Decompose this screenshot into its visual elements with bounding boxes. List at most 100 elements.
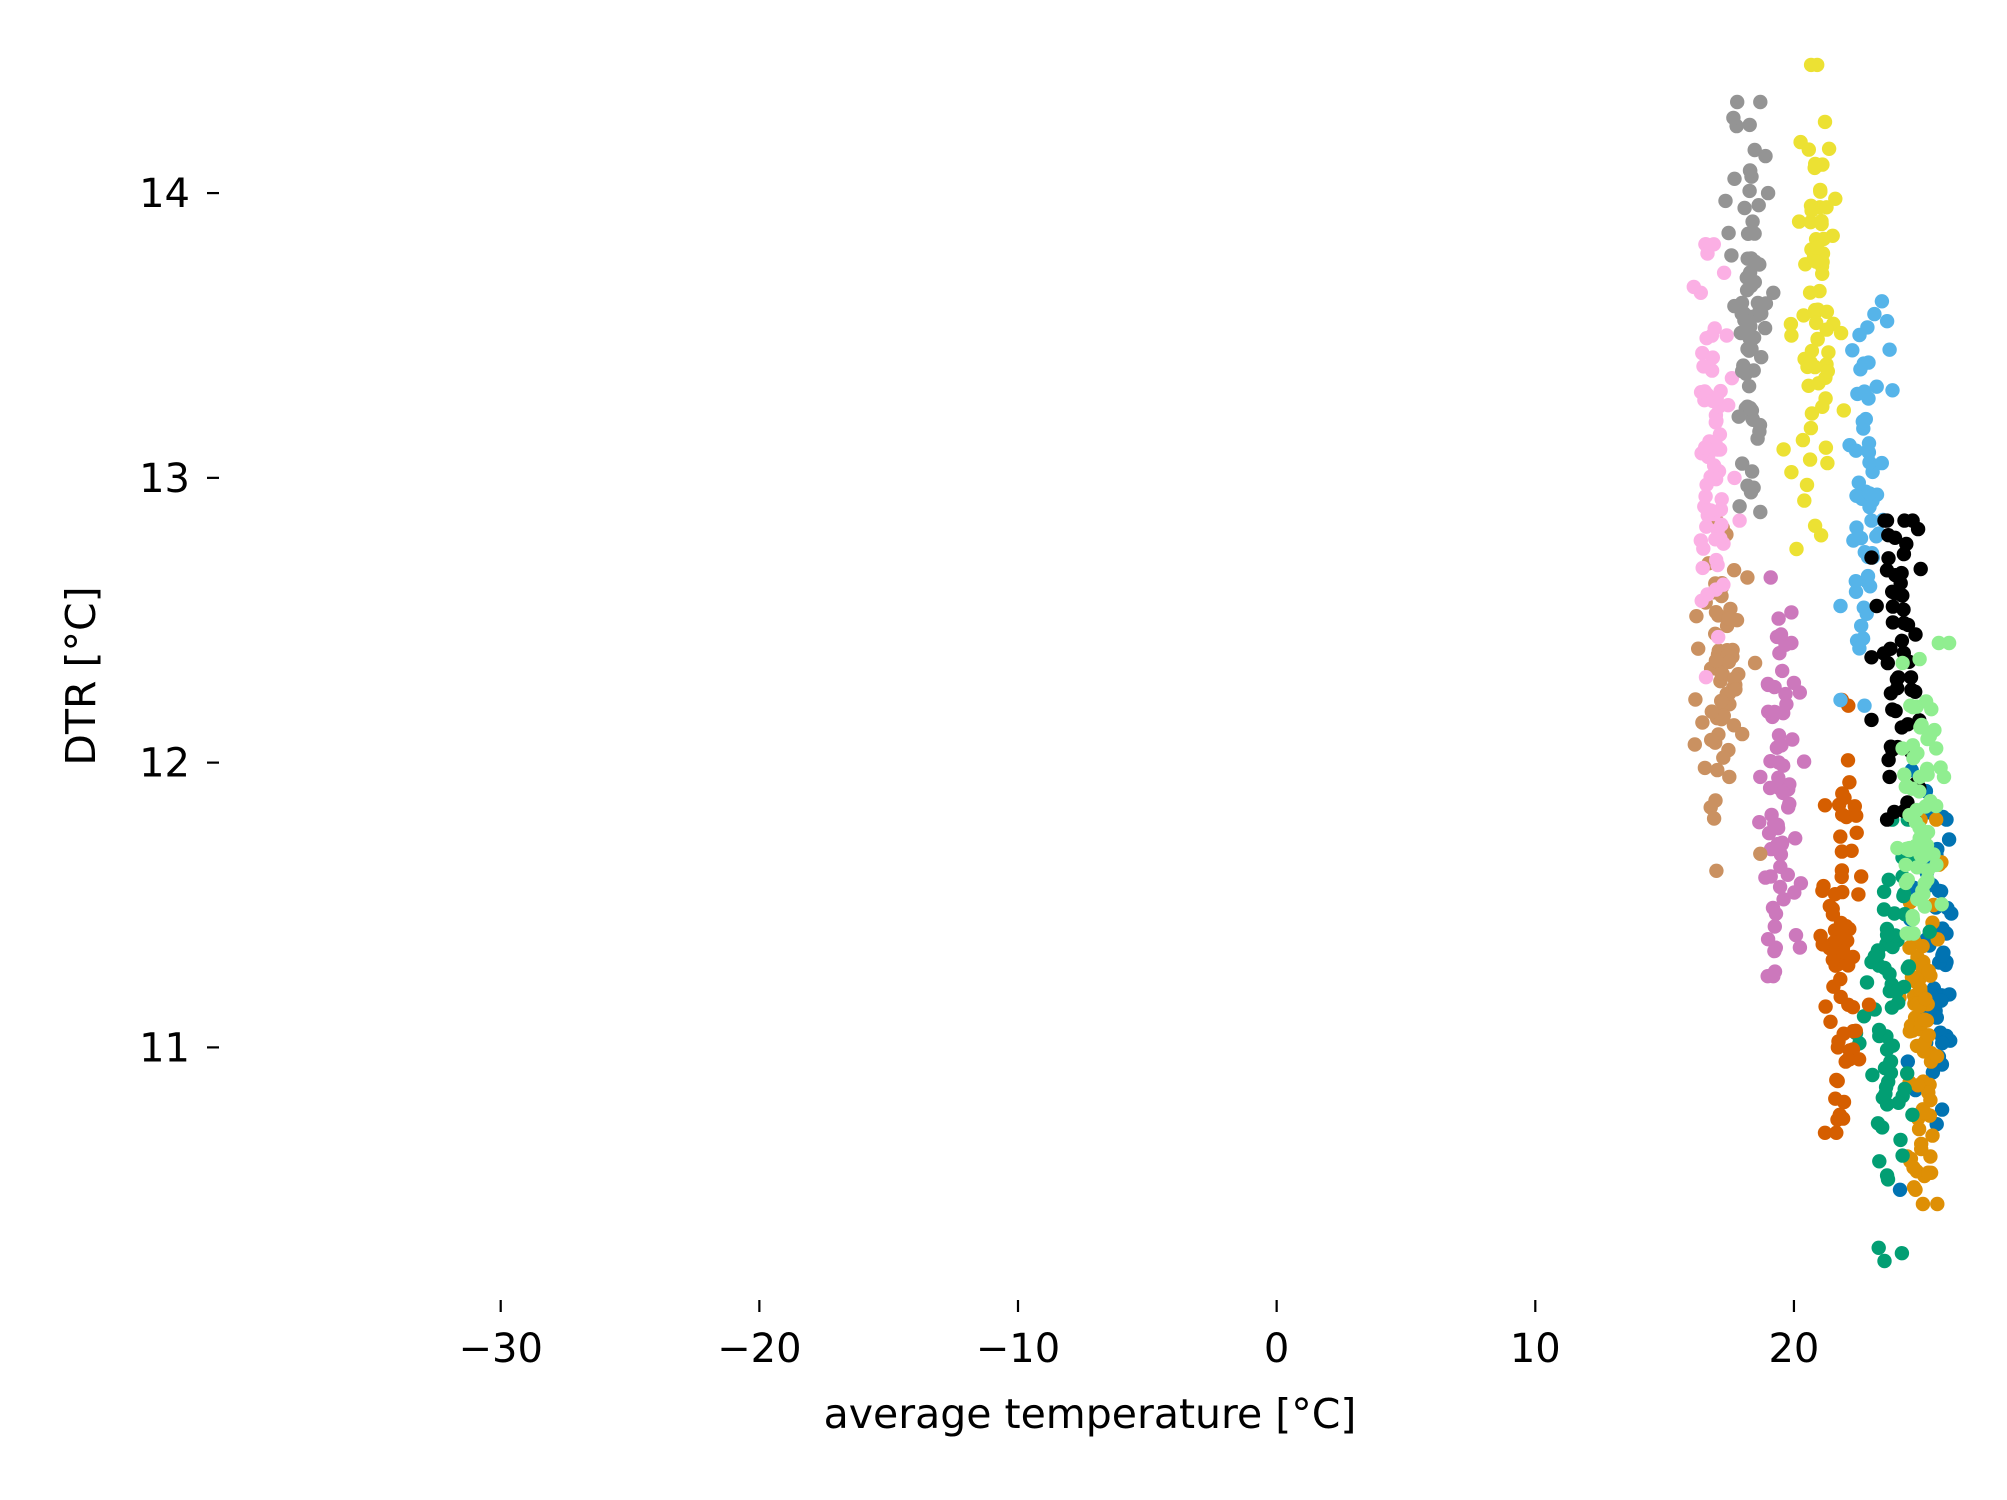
scatter-point: [1758, 148, 1773, 164]
scatter-point: [1768, 906, 1784, 921]
scatter-point: [1903, 670, 1919, 685]
scatter-point: [1910, 1078, 1926, 1093]
scatter-point: [1747, 142, 1762, 158]
scatter-point: [1792, 685, 1808, 700]
scatter-point: [1706, 237, 1722, 252]
scatter-point: [1841, 997, 1856, 1012]
scatter-point: [1912, 769, 1928, 785]
scatter-point: [1854, 618, 1869, 634]
scatter-point: [1833, 325, 1849, 341]
x-tick-label: −30: [458, 1326, 542, 1372]
scatter-point: [1922, 729, 1938, 744]
scatter-point: [1802, 452, 1818, 467]
scatter-point: [1881, 551, 1896, 566]
scatter-point: [1771, 770, 1786, 785]
scatter-point: [1867, 306, 1882, 322]
scatter-point: [1727, 171, 1742, 186]
scatter-point: [1836, 403, 1852, 418]
scatter-point: [1784, 328, 1799, 343]
scatter-point: [1922, 924, 1937, 939]
scatter-point: [1909, 802, 1924, 818]
scatter-point: [1760, 185, 1776, 201]
scatter-point: [1819, 304, 1835, 319]
scatter-point: [1716, 750, 1731, 765]
scatter-point: [1776, 892, 1791, 907]
scatter-point: [1896, 546, 1912, 562]
scatter-point: [1708, 653, 1724, 668]
scatter-point: [1883, 1065, 1899, 1081]
scatter-point: [1689, 609, 1704, 624]
scatter-point: [1696, 541, 1711, 556]
scatter-point: [1698, 489, 1713, 504]
scatter-point: [1879, 314, 1895, 329]
scatter-point: [1791, 214, 1807, 229]
scatter-point: [1747, 655, 1763, 671]
scatter-point: [1849, 488, 1864, 503]
scatter-point: [1802, 285, 1818, 300]
scatter-point: [1913, 561, 1928, 577]
scatter-point: [1826, 935, 1842, 950]
scatter-point: [1835, 884, 1850, 900]
scatter-point: [1929, 857, 1944, 873]
scatter-point: [1730, 94, 1745, 110]
scatter-point: [1818, 440, 1834, 455]
scatter-point: [1769, 629, 1785, 645]
scatter-point: [1752, 815, 1767, 830]
scatter-point: [1726, 718, 1742, 733]
scatter-point: [1885, 1038, 1901, 1053]
scatter-point: [1933, 884, 1949, 899]
scatter-point: [1734, 295, 1750, 311]
scatter-point: [1896, 602, 1911, 617]
scatter-point: [1811, 376, 1826, 391]
scatter-series-8: [1718, 94, 1781, 520]
scatter-point: [1834, 919, 1850, 934]
scatter-point: [1862, 579, 1878, 594]
scatter-point: [1763, 570, 1778, 585]
scatter-point: [1727, 671, 1742, 686]
scatter-point: [1775, 663, 1790, 679]
scatter-point: [1861, 997, 1877, 1012]
scatter-point: [1849, 520, 1864, 535]
scatter-point: [1696, 359, 1711, 374]
scatter-point: [1941, 832, 1957, 847]
scatter-point: [1803, 215, 1818, 230]
scatter-point: [1921, 1028, 1936, 1043]
scatter-point: [1716, 577, 1731, 592]
scatter-point: [1915, 939, 1930, 954]
scatter-point: [1901, 959, 1917, 974]
scatter-point: [1923, 1093, 1938, 1108]
scatter-point: [1788, 928, 1804, 943]
scatter-point: [1747, 254, 1763, 269]
scatter-point: [1861, 436, 1877, 451]
scatter-point: [1889, 984, 1904, 999]
scatter-point: [1882, 966, 1897, 982]
scatter-point: [1698, 440, 1713, 455]
scatter-point: [1851, 475, 1867, 490]
scatter-point: [1743, 485, 1759, 500]
scatter-point: [1840, 753, 1856, 768]
scatter-point: [1724, 371, 1740, 386]
scatter-point: [1785, 732, 1800, 747]
scatter-point: [1820, 364, 1836, 379]
scatter-point: [1706, 458, 1722, 473]
scatter-point: [1784, 605, 1799, 620]
scatter-point: [1817, 798, 1833, 813]
scatter-point: [1914, 1141, 1929, 1157]
scatter-point: [1742, 183, 1757, 199]
scatter-point: [1898, 857, 1913, 873]
scatter-point: [1742, 117, 1757, 133]
scatter-point: [1767, 943, 1782, 959]
y-tick-label: 14: [139, 171, 190, 217]
scatter-point: [1752, 424, 1767, 439]
scatter-point: [1691, 641, 1706, 656]
scatter-series-4: [1813, 692, 1877, 1141]
scatter-point: [1762, 780, 1778, 796]
scatter-point: [1933, 760, 1948, 775]
scatter-point: [1931, 635, 1947, 651]
scatter-point: [1703, 800, 1718, 815]
scatter-point: [1921, 963, 1936, 979]
scatter-point: [1743, 163, 1758, 179]
scatter-point: [1829, 1125, 1844, 1141]
scatter-point: [1699, 519, 1714, 534]
